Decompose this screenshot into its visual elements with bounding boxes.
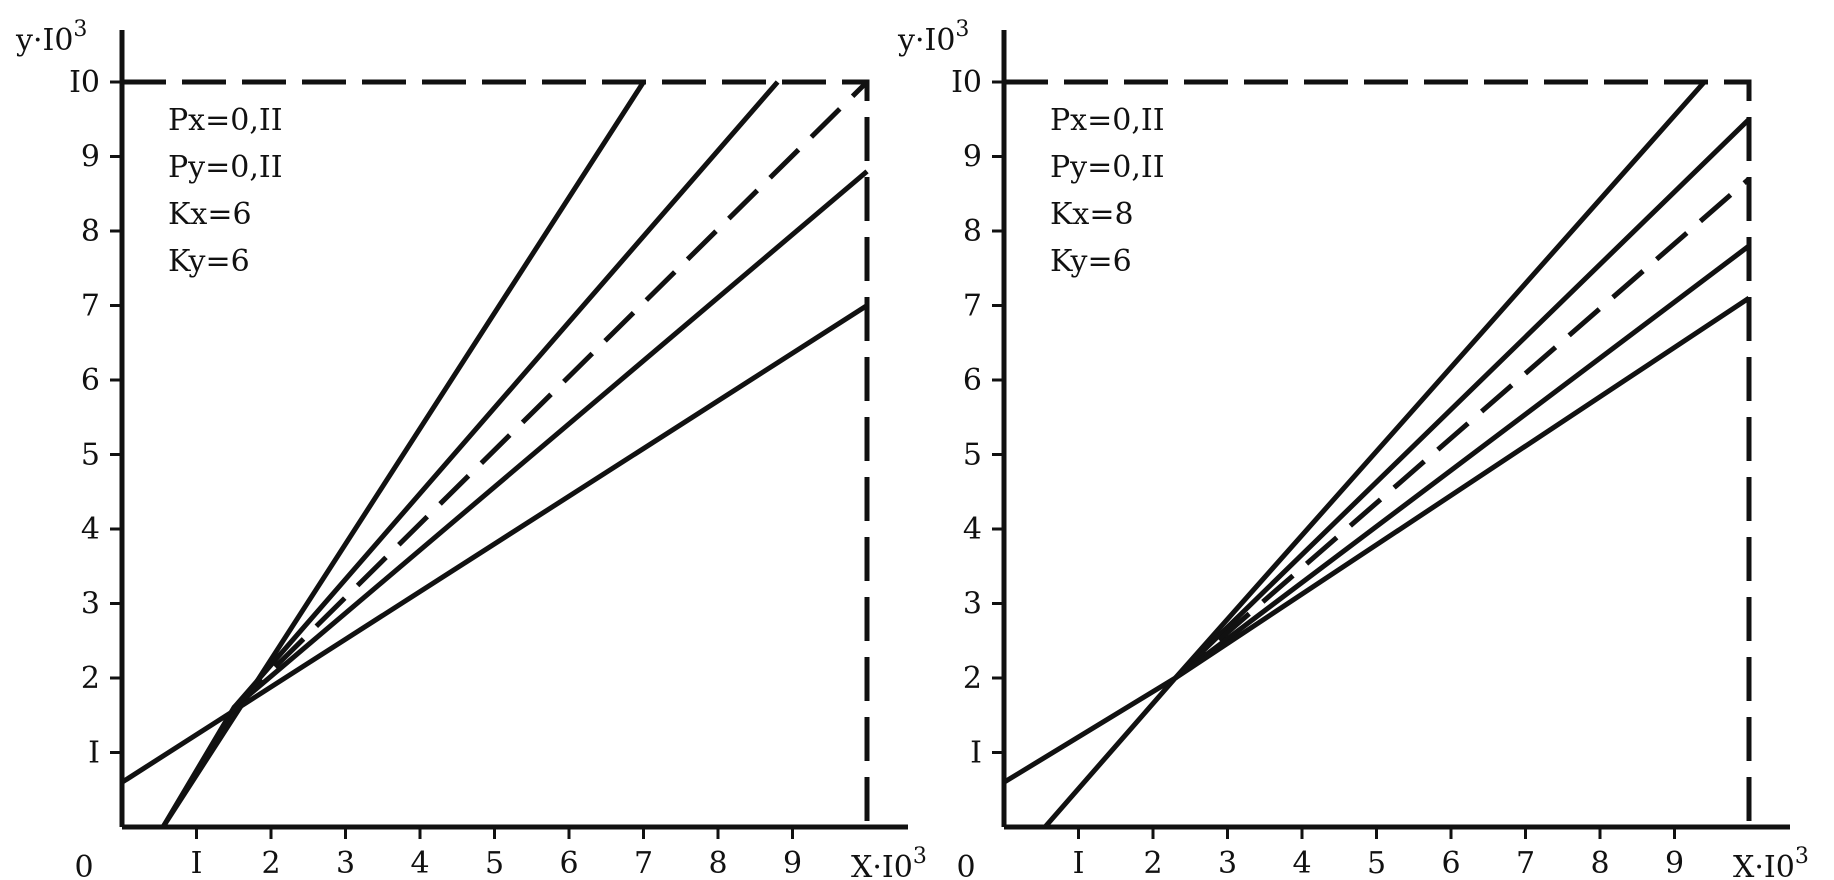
- x-tick-label: 9: [1665, 846, 1684, 880]
- parameter-label: Ky=6: [1050, 244, 1132, 279]
- x-tick-label: I: [1073, 846, 1085, 880]
- series-line-5: [120, 303, 869, 785]
- y-tick-label: 7: [81, 289, 100, 324]
- y-axis-title: y·I03: [897, 17, 969, 58]
- y-tick-label: 8: [963, 214, 982, 249]
- right-chart-panel: I 2 3 4 5 6 7 8 9 I 2 3 4 5 6 7 8 9 I0 0 y·I03 X·I03 Px=0,II Py…: [897, 17, 1809, 880]
- y-tick-label: 4: [963, 512, 982, 547]
- series-line-1: [160, 80, 646, 829]
- origin-label: 0: [956, 850, 975, 880]
- x-tick-label: 4: [410, 846, 429, 880]
- y-tick-label: 7: [963, 289, 982, 324]
- parameter-label: Kx=6: [168, 197, 252, 232]
- x-axis-title-exponent: 3: [913, 844, 927, 869]
- x-axis-title: X·I03: [1733, 844, 1809, 880]
- y-axis-title-exponent: 3: [73, 17, 87, 42]
- y-tick-label: I0: [951, 65, 982, 100]
- x-tick-label: 6: [559, 846, 578, 880]
- x-tick-label: 8: [708, 846, 727, 880]
- x-tick-label: 9: [783, 846, 802, 880]
- parameter-label: Py=0,II: [168, 150, 283, 185]
- y-tick-label: 2: [81, 661, 100, 696]
- x-tick-label: 4: [1292, 846, 1311, 880]
- y-tick-label: 5: [963, 438, 982, 473]
- x-tick-label: 3: [336, 846, 355, 880]
- x-tick-label: 3: [1218, 846, 1237, 880]
- x-tick-label: 7: [634, 846, 653, 880]
- y-tick-label: 9: [81, 140, 100, 175]
- y-tick-label: I: [88, 736, 100, 771]
- y-axis-title: y·I03: [15, 17, 87, 58]
- x-axis-title: X·I03: [851, 844, 927, 880]
- x-tick-label: 2: [261, 846, 280, 880]
- parameter-label: Px=0,II: [1050, 103, 1165, 138]
- x-tick-label: 8: [1590, 846, 1609, 880]
- y-tick-label: 2: [963, 661, 982, 696]
- parameter-label: Ky=6: [168, 244, 250, 279]
- y-tick-label: I0: [69, 65, 100, 100]
- series-line-4: [1173, 243, 1751, 680]
- y-tick-label: 5: [81, 438, 100, 473]
- boundary-dashed-line: [1004, 79, 1752, 827]
- y-tick-label: 4: [81, 512, 100, 547]
- y-tick-label: 6: [963, 363, 982, 398]
- y-tick-label: 8: [81, 214, 100, 249]
- y-tick-label: I: [970, 736, 982, 771]
- origin-label: 0: [74, 850, 93, 880]
- x-tick-label: 7: [1516, 846, 1535, 880]
- y-tick-label: 3: [81, 587, 100, 622]
- series-line-4: [232, 169, 869, 710]
- x-tick-label: 2: [1143, 846, 1162, 880]
- series-line-3: [1173, 177, 1751, 680]
- series-line-2: [160, 80, 780, 829]
- series-line-3: [232, 80, 869, 710]
- x-tick-label: 5: [1367, 846, 1386, 880]
- x-axis-title-exponent: 3: [1795, 844, 1809, 869]
- y-tick-label: 6: [81, 363, 100, 398]
- y-axis-title-exponent: 3: [955, 17, 969, 42]
- x-tick-label: 5: [485, 846, 504, 880]
- parameter-label: Kx=8: [1050, 197, 1134, 232]
- parameter-label: Px=0,II: [168, 103, 283, 138]
- x-tick-label: I: [191, 846, 203, 880]
- left-chart-panel: I 2 3 4 5 6 7 8 9 I 2 3 4 5 6 7 8 9 I0 0 y·I03 X·I03 Px=0,II Py…: [15, 17, 927, 880]
- y-tick-label: 9: [963, 140, 982, 175]
- series-line-2: [1173, 117, 1751, 680]
- parameter-label: Py=0,II: [1050, 150, 1165, 185]
- x-tick-label: 6: [1441, 846, 1460, 880]
- series-line-1: [1043, 80, 1707, 829]
- y-tick-label: 3: [963, 587, 982, 622]
- series-line-5: [1002, 296, 1751, 785]
